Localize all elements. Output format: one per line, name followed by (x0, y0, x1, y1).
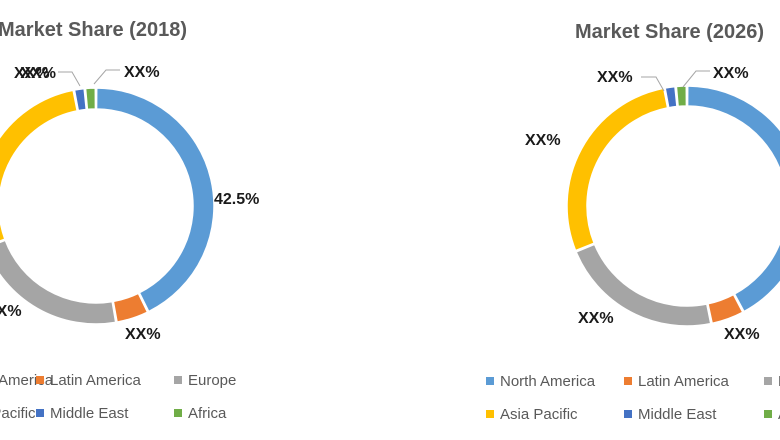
legend-label-latin-america: Latin America (638, 373, 730, 390)
slice-africa (675, 85, 688, 108)
chart-title: Market Share (2018) (0, 19, 187, 41)
data-label-middle-east: XX% (597, 69, 633, 86)
legend-swatch-middle-east (624, 410, 632, 418)
slice-africa (84, 87, 97, 111)
legend-label-africa: Africa (778, 406, 780, 423)
data-label-middle-east: XX% (14, 65, 50, 82)
legend-label-latin-america: Latin America (50, 372, 142, 389)
legend-label-europe: Europe (188, 372, 236, 389)
legend-label-middle-east: Middle East (50, 405, 129, 422)
legend-swatch-africa (764, 410, 772, 418)
slice-asia-pacific (566, 87, 669, 252)
data-label-latin-america: XX% (724, 326, 760, 343)
data-label-latin-america: XX% (125, 326, 161, 343)
data-label-north-america: 42.5% (214, 191, 259, 208)
slice-europe (575, 243, 712, 327)
chart-title: Market Share (2026) (575, 21, 764, 43)
legend-label-north-america: North America (0, 372, 54, 389)
slice-europe (0, 239, 117, 325)
data-label-europe: XX% (0, 303, 22, 320)
legend-swatch-north-america (486, 377, 494, 385)
slice-asia-pacific (0, 89, 79, 242)
slice-latin-america (112, 292, 149, 323)
legend-swatch-latin-america (624, 377, 632, 385)
legend-label-europe: Europe (778, 373, 780, 390)
slice-middle-east (664, 85, 678, 109)
slice-latin-america (707, 293, 744, 325)
slice-north-america (95, 87, 215, 313)
slice-middle-east (73, 87, 88, 112)
legend-swatch-middle-east (36, 409, 44, 417)
legend-swatch-africa (174, 409, 182, 417)
legend-label-north-america: North America (500, 373, 596, 390)
label-leader-line (58, 71, 81, 87)
legend-swatch-europe (174, 376, 182, 384)
data-label-europe: XX% (578, 310, 614, 327)
chart-2026: Market Share (2026) XX%XX%XX%XX%XX%XX%No… (486, 21, 780, 423)
label-leader-line (93, 69, 120, 85)
legend-swatch-asia-pacific (486, 410, 494, 418)
data-label-africa: XX% (713, 65, 749, 82)
legend-swatch-europe (764, 377, 772, 385)
legend-label-asia-pacific: Asia Pacific (0, 405, 36, 422)
label-leader-line (682, 70, 710, 88)
legend-swatch-latin-america (36, 376, 44, 384)
legend-label-africa: Africa (188, 405, 227, 422)
slice-north-america (686, 85, 780, 313)
legend-label-middle-east: Middle East (638, 406, 717, 423)
data-label-asia-pacific: XX% (20, 65, 56, 82)
data-label-africa: XX% (124, 64, 160, 81)
chart-2018: Market Share (2018) 42.5%XX%XX%XX%XX%XX%… (0, 19, 259, 422)
legend-label-asia-pacific: Asia Pacific (500, 406, 578, 423)
data-label-asia-pacific: XX% (525, 132, 561, 149)
label-leader-line (641, 76, 665, 92)
